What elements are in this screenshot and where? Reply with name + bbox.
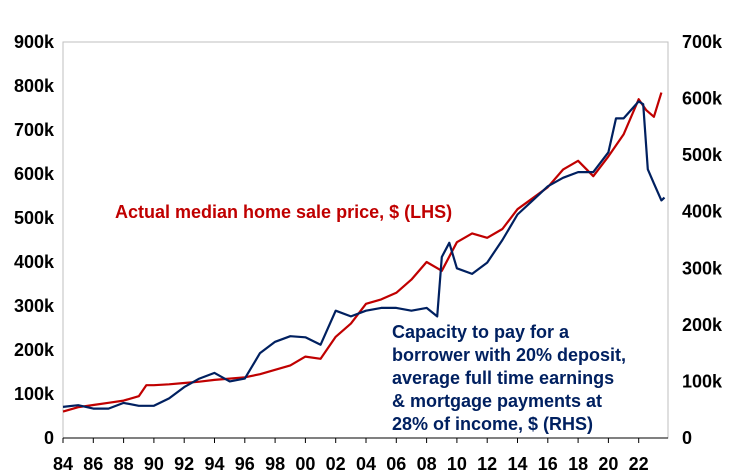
x-tick-label: 02 <box>326 454 346 474</box>
y-left-tick-label: 600k <box>14 164 55 184</box>
y-right-tick-label: 500k <box>682 145 723 165</box>
x-tick-label: 84 <box>53 454 73 474</box>
y-right-tick-label: 100k <box>682 371 723 391</box>
series-line-median-price <box>62 92 663 413</box>
series-line-capacity-to-pay <box>62 100 666 410</box>
y-right-tick-label: 400k <box>682 202 723 222</box>
y-right-tick-label: 700k <box>682 32 723 52</box>
x-tick-label: 92 <box>174 454 194 474</box>
y-left-tick-label: 900k <box>14 32 55 52</box>
x-tick-label: 00 <box>295 454 315 474</box>
x-tick-label: 04 <box>356 454 376 474</box>
y-right-tick-label: 0 <box>682 428 692 448</box>
y-left-tick-label: 0 <box>44 428 54 448</box>
x-ticks: 84 86 88 90 92 94 96 98 00 02 04 06 08 10 12 14 16 18 20 22 <box>53 438 649 474</box>
x-tick-label: 90 <box>144 454 164 474</box>
y-left-ticks: 0 100k 200k 300k 400k 500k 600k 700k 800k 900k <box>14 32 55 448</box>
y-left-tick-label: 200k <box>14 340 55 360</box>
annotation-red: Actual median home sale price, $ (LHS) <box>115 202 452 222</box>
x-tick-label: 20 <box>598 454 618 474</box>
y-left-tick-label: 700k <box>14 120 55 140</box>
annotation-blue: Capacity to pay for a borrower with 20% … <box>392 322 626 434</box>
y-right-ticks: 0 100k 200k 300k 400k 500k 600k 700k <box>682 32 723 448</box>
x-tick-label: 14 <box>507 454 527 474</box>
y-right-tick-label: 200k <box>682 315 723 335</box>
x-tick-label: 06 <box>386 454 406 474</box>
y-left-tick-label: 300k <box>14 296 55 316</box>
y-right-tick-label: 600k <box>682 89 723 109</box>
x-tick-label: 18 <box>568 454 588 474</box>
annotation-blue-line: & mortgage payments at <box>392 391 602 411</box>
annotation-blue-line: Capacity to pay for a <box>392 322 570 342</box>
x-tick-label: 10 <box>447 454 467 474</box>
y-left-tick-label: 500k <box>14 208 55 228</box>
x-tick-label: 98 <box>265 454 285 474</box>
y-right-tick-label: 300k <box>682 258 723 278</box>
y-left-tick-label: 800k <box>14 76 55 96</box>
annotation-blue-line: 28% of income, $ (RHS) <box>392 414 593 434</box>
x-tick-label: 16 <box>538 454 558 474</box>
series-lines <box>62 92 666 413</box>
x-tick-label: 12 <box>477 454 497 474</box>
annotation-blue-line: borrower with 20% deposit, <box>392 345 626 365</box>
y-left-tick-label: 100k <box>14 384 55 404</box>
x-tick-label: 88 <box>114 454 134 474</box>
x-tick-label: 08 <box>417 454 437 474</box>
x-tick-label: 22 <box>629 454 649 474</box>
x-tick-label: 86 <box>83 454 103 474</box>
x-tick-label: 94 <box>204 454 224 474</box>
annotation-blue-line: average full time earnings <box>392 368 614 388</box>
x-tick-label: 96 <box>235 454 255 474</box>
y-left-tick-label: 400k <box>14 252 55 272</box>
